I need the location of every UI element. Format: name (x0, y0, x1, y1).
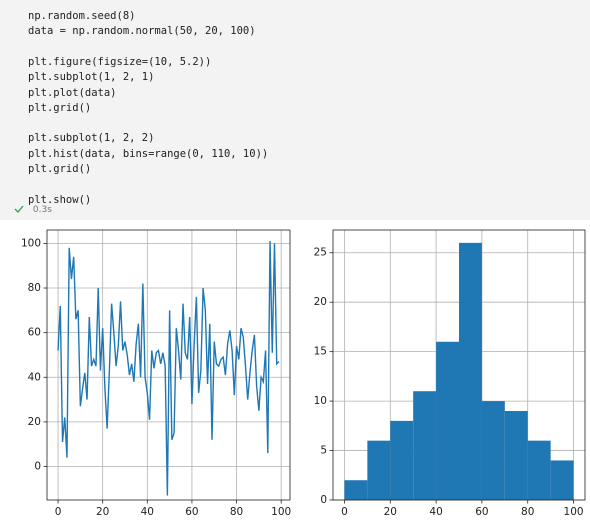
code-line: plt.grid() (28, 101, 92, 114)
x-tick-label: 40 (429, 506, 442, 518)
x-tick-label: 0 (55, 506, 62, 518)
code-cell: np.random.seed(8) data = np.random.normal… (0, 0, 590, 220)
duration: 0.3s (32, 204, 52, 215)
hist-bar (413, 391, 437, 500)
code-line: np.random.seed(8) (28, 10, 136, 22)
y-tick-label: 0 (320, 494, 327, 506)
code-line: plt.subplot(1, 2, 2) (28, 132, 155, 145)
x-tick-label: 60 (475, 506, 488, 518)
x-tick-label: 60 (185, 506, 198, 518)
x-tick-label: 80 (521, 506, 534, 518)
code-line: plt.plot(data) (28, 86, 117, 99)
x-tick-label: 40 (141, 506, 154, 518)
y-tick-label: 15 (314, 346, 327, 358)
y-tick-label: 60 (28, 327, 41, 339)
hist-bar (527, 440, 551, 500)
hist-bar (504, 410, 528, 500)
x-tick-label: 80 (230, 506, 243, 518)
hist-bar (344, 480, 368, 500)
axes-frame (332, 229, 586, 501)
y-tick-label: 25 (314, 247, 327, 259)
hist-bar (436, 341, 459, 500)
check-icon (14, 205, 24, 213)
hist-bar (459, 242, 482, 500)
hist-bar (390, 420, 414, 500)
code-line: data = np.random.normal(50, 20, 100) (28, 25, 256, 38)
charts: 0 20 40 60 80 100 0 20 40 60 80 100 0 20 40 60 80 100 0 5 10… (21, 229, 586, 518)
code-line: plt.subplot(1, 2, 1) (28, 71, 155, 84)
code-line: plt.show() (28, 193, 92, 206)
cell-status: 0.3s (14, 204, 52, 215)
y-tick-label: 100 (21, 237, 41, 249)
x-tick-label: 100 (564, 506, 584, 518)
y-tick-label: 40 (28, 371, 41, 383)
hist-bar (481, 401, 505, 500)
y-tick-label: 80 (28, 282, 41, 294)
y-tick-label: 20 (28, 416, 41, 428)
code-line: plt.grid() (28, 163, 92, 175)
hist-bar (550, 460, 574, 500)
data-line (57, 241, 280, 496)
x-tick-label: 0 (341, 506, 348, 518)
y-tick-label: 10 (314, 395, 327, 407)
y-tick-label: 20 (314, 296, 327, 308)
axes-frame (46, 229, 291, 501)
hist-bar (367, 440, 391, 500)
y-tick-label: 0 (34, 461, 41, 473)
x-tick-label: 20 (96, 506, 109, 518)
x-tick-label: 100 (271, 506, 291, 518)
y-tick-label: 5 (320, 445, 327, 457)
code-line: plt.figure(figsize=(10, 5.2)) (28, 55, 212, 68)
code-line: plt.hist(data, bins=range(0, 110, 10)) (28, 147, 269, 160)
x-tick-label: 20 (384, 506, 397, 518)
